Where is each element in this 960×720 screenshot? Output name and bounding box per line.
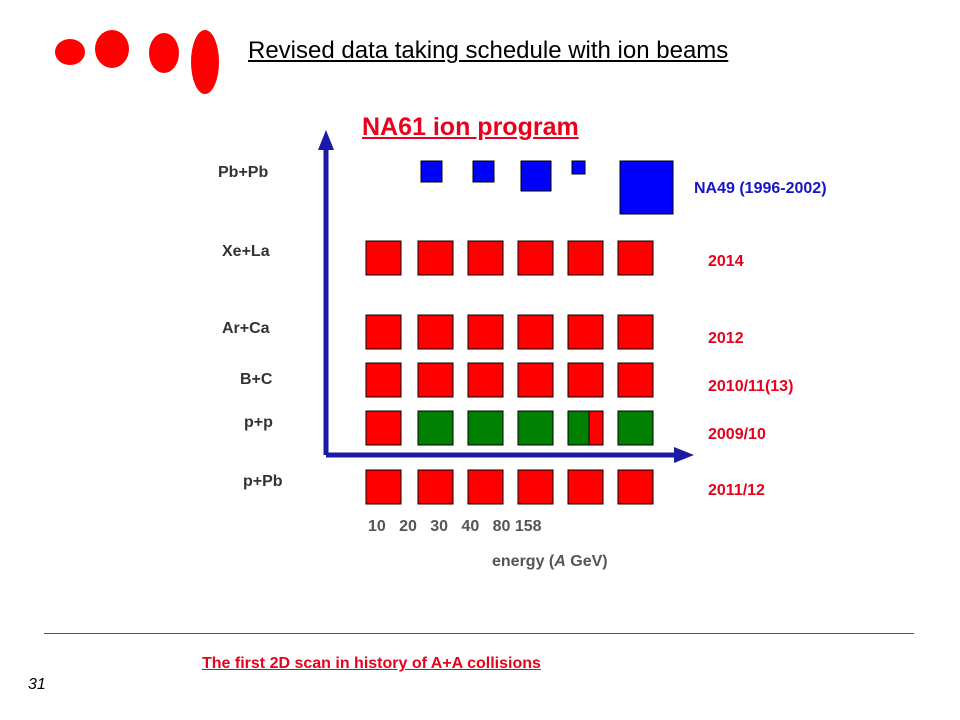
year-label-b-c: 2010/11(13) <box>708 378 794 395</box>
cell-p-p <box>417 410 454 446</box>
cell-pb-pb <box>571 160 586 175</box>
cell-b-c <box>365 362 402 398</box>
cell-xe-la <box>567 240 604 276</box>
cell-pb-pb <box>472 160 495 183</box>
row-label-p-p: p+p <box>244 414 273 431</box>
cell-p-p <box>467 410 504 446</box>
cell-ar-ca <box>517 314 554 350</box>
year-label-xe-la: 2014 <box>708 253 744 270</box>
x-axis-label: energy (A GeV) <box>492 553 608 571</box>
cell-ar-ca <box>467 314 504 350</box>
cell-p-pb <box>467 469 504 505</box>
row-label-b-c: B+C <box>240 371 273 388</box>
x-axis-label-suffix: GeV) <box>565 553 608 570</box>
program-title: NA61 ion program <box>362 113 579 141</box>
year-label-p-pb: 2011/12 <box>708 482 765 499</box>
logo-blob <box>95 30 129 68</box>
cell-xe-la <box>365 240 402 276</box>
cell-b-c <box>567 362 604 398</box>
cell-pb-pb <box>420 160 443 183</box>
cell-p-p <box>365 410 402 446</box>
cell-b-c <box>617 362 654 398</box>
cell-pb-pb <box>619 160 674 215</box>
row-label-pb-pb: Pb+Pb <box>218 164 269 181</box>
cell-ar-ca <box>365 314 402 350</box>
logo-blob <box>55 39 85 65</box>
logo-blob <box>191 30 219 94</box>
cell-p-pb <box>365 469 402 505</box>
divider-line <box>44 633 914 634</box>
energy-tick-label: 30 <box>430 518 449 535</box>
cell-p-pb <box>567 469 604 505</box>
energy-tick-label: 40 <box>461 518 480 535</box>
row-label-p-pb: p+Pb <box>243 473 283 490</box>
cell-ar-ca <box>567 314 604 350</box>
cell-xe-la <box>417 240 454 276</box>
slide-title: Revised data taking schedule with ion be… <box>248 37 729 64</box>
x-axis-label-italic: A <box>554 553 566 570</box>
cell-p-p-partial <box>588 410 604 446</box>
cell-b-c <box>417 362 454 398</box>
cell-xe-la <box>517 240 554 276</box>
x-axis-arrow <box>674 447 694 463</box>
energy-tick-labels: 10 20 30 40 80 158 <box>368 518 542 536</box>
year-label-ar-ca: 2012 <box>708 330 744 347</box>
cell-p-pb <box>417 469 454 505</box>
energy-tick-label: 80 <box>492 518 511 535</box>
energy-tick-label: 158 <box>514 518 542 535</box>
logo-blob <box>149 33 179 73</box>
cell-ar-ca <box>617 314 654 350</box>
logo <box>55 30 219 94</box>
cell-ar-ca <box>417 314 454 350</box>
energy-tick-label: 20 <box>399 518 417 535</box>
y-axis-arrow <box>318 130 334 150</box>
slide-number: 31 <box>28 676 46 693</box>
cell-xe-la <box>467 240 504 276</box>
year-label-pb-pb: NA49 (1996-2002) <box>694 180 827 197</box>
x-axis-label-prefix: energy ( <box>492 553 555 570</box>
cell-b-c <box>467 362 504 398</box>
cell-pb-pb <box>520 160 552 192</box>
cell-p-pb <box>617 469 654 505</box>
cell-p-p <box>517 410 554 446</box>
footer-note: The first 2D scan in history of A+A coll… <box>202 655 541 672</box>
energy-tick-label: 10 <box>368 518 386 535</box>
cell-xe-la <box>617 240 654 276</box>
cell-p-p <box>617 410 654 446</box>
row-label-xe-la: Xe+La <box>222 243 270 260</box>
row-label-ar-ca: Ar+Ca <box>222 320 270 337</box>
cell-b-c <box>517 362 554 398</box>
year-label-p-p: 2009/10 <box>708 426 766 443</box>
cell-p-pb <box>517 469 554 505</box>
